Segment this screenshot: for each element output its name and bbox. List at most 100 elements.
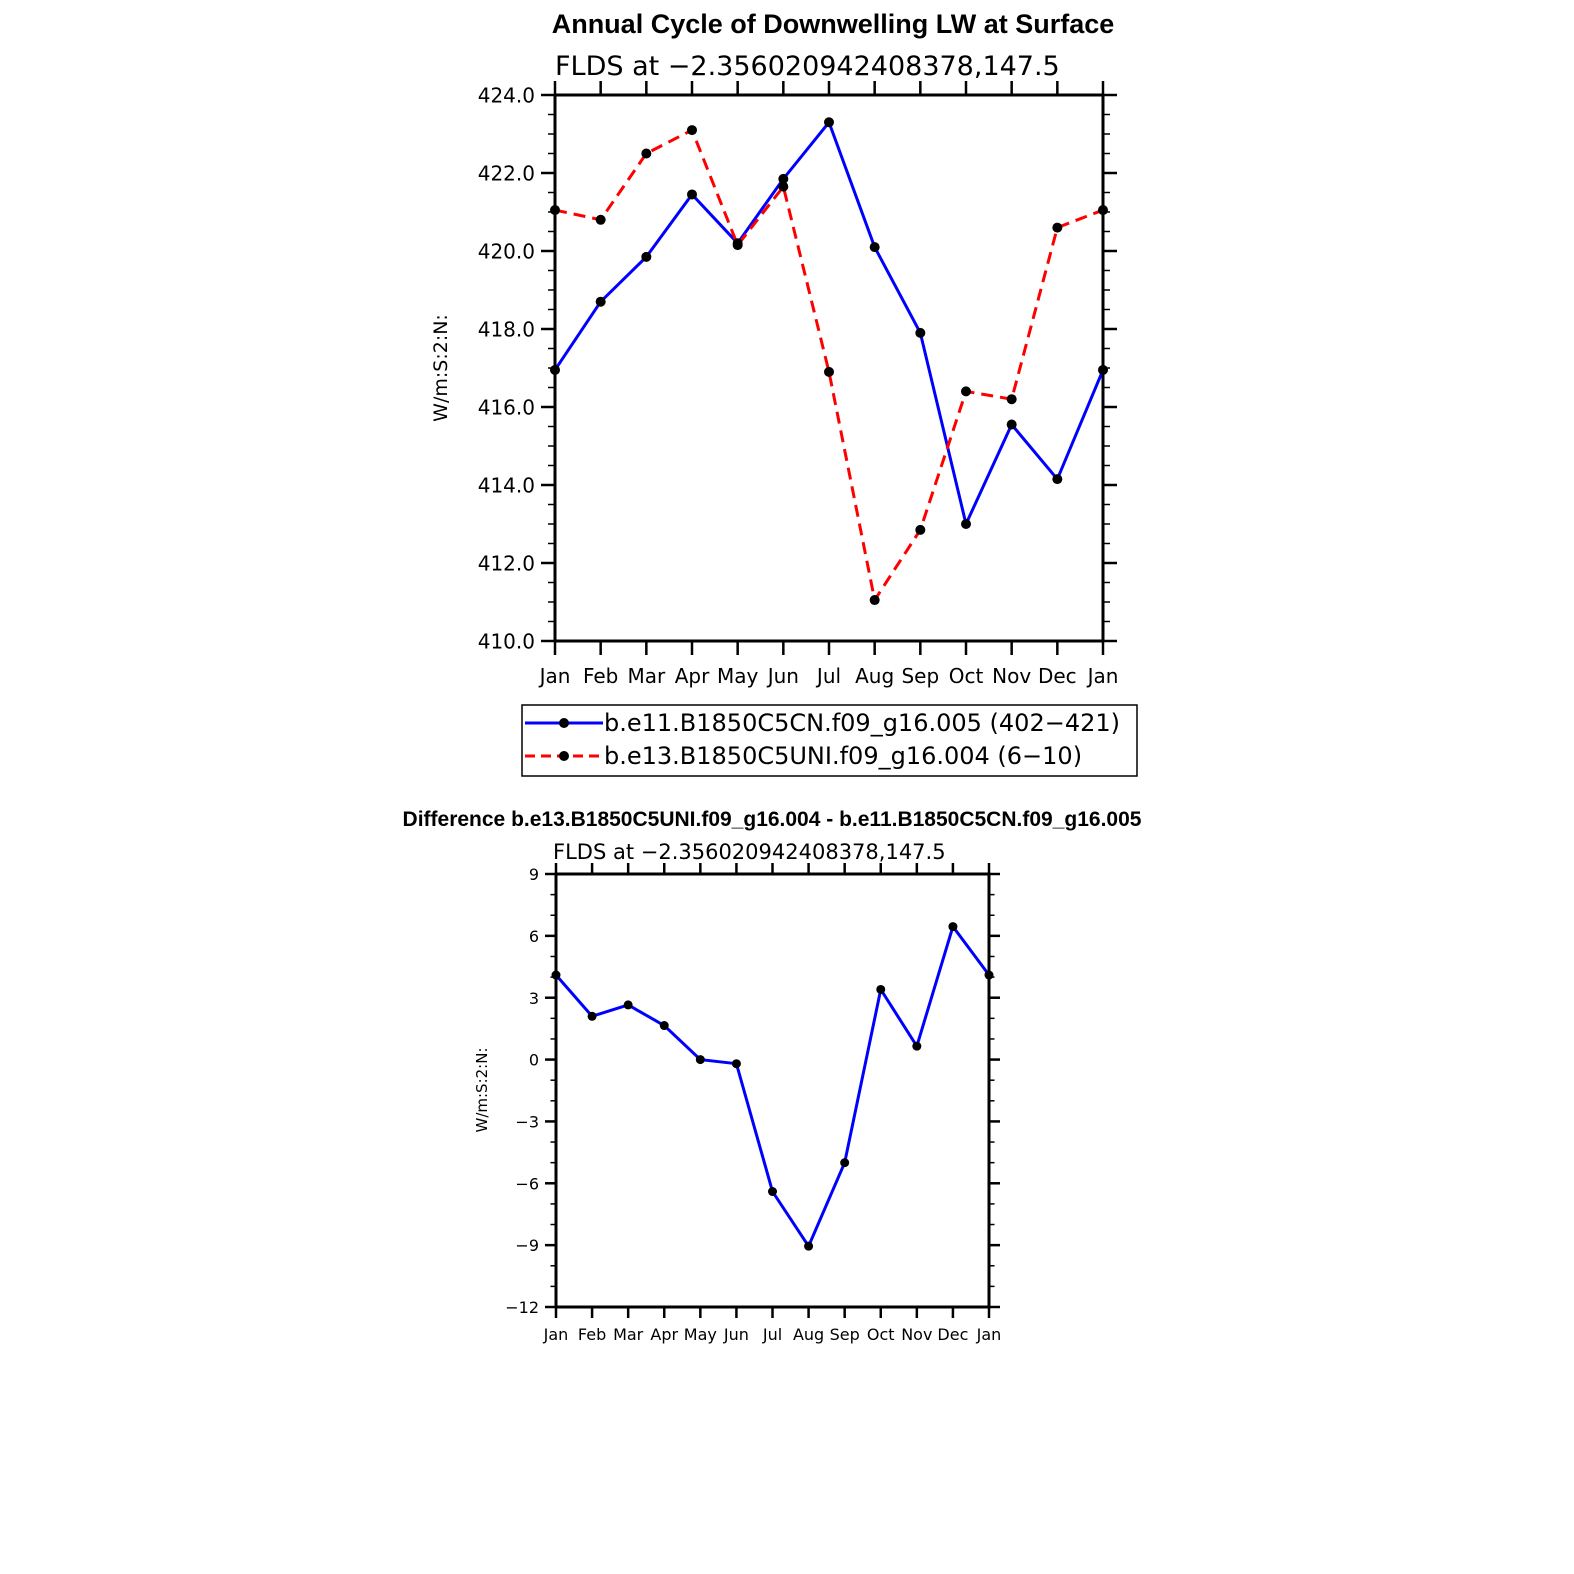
x-tick-label: Jul xyxy=(762,1325,782,1344)
series-1-point xyxy=(768,1187,777,1197)
series-2-point xyxy=(869,595,880,606)
legend-marker-series-1 xyxy=(559,718,569,728)
series-1-point xyxy=(550,364,560,375)
x-tick-label: Oct xyxy=(949,664,984,688)
chart2-series-group xyxy=(551,922,994,1251)
series-1-point xyxy=(984,970,994,980)
x-tick-label: May xyxy=(717,664,759,688)
series-line-1 xyxy=(554,923,991,1250)
series-1-point xyxy=(623,1000,633,1010)
x-tick-label: Nov xyxy=(992,664,1031,688)
series-1-point xyxy=(912,1041,922,1051)
series-2-point xyxy=(1052,222,1063,233)
series-2-point xyxy=(1098,205,1108,216)
chart1-ylabel: W/m:S:2:N: xyxy=(430,314,452,422)
x-tick-label: Aug xyxy=(793,1325,824,1344)
series-1-point xyxy=(840,1158,850,1168)
series-1-point xyxy=(551,970,561,980)
y-tick-label: 424.0 xyxy=(478,84,535,108)
x-tick-label: Apr xyxy=(650,1325,678,1344)
series-2-point xyxy=(550,205,560,216)
series-1-point xyxy=(1052,474,1063,485)
series-1-point xyxy=(915,327,926,338)
series-1-point xyxy=(869,242,880,253)
series-2-point xyxy=(961,386,971,397)
series-2-point xyxy=(778,181,789,192)
series-2-point xyxy=(732,240,743,251)
x-tick-label: Jul xyxy=(815,664,841,688)
annual-cycle-chart: Annual Cycle of Downwelling LW at Surfac… xyxy=(430,9,1138,777)
x-tick-label: Sep xyxy=(901,664,939,688)
series-2-point xyxy=(915,524,926,535)
chart2-subtitle: FLDS at −2.356020942408378,147.5 xyxy=(553,840,946,864)
y-tick-label: −3 xyxy=(515,1113,539,1132)
x-tick-label: May xyxy=(684,1325,717,1344)
x-tick-label: Jan xyxy=(538,664,571,688)
y-tick-label: 3 xyxy=(529,989,539,1008)
series-2-point xyxy=(687,125,697,136)
chart1-legend: b.e11.B1850C5CN.f09_g16.005 (402−421) b.… xyxy=(521,704,1138,777)
series-1-point xyxy=(731,1059,741,1069)
series-line-1 xyxy=(553,119,1105,529)
chart2-ticks: Jan Feb Mar Apr May Jun Jul Aug Sep Oct Nov Dec Jan−… xyxy=(505,863,1001,1344)
y-tick-label: 9 xyxy=(529,865,539,884)
x-tick-label: Mar xyxy=(627,664,666,688)
chart2-title: Difference b.e13.B1850C5UNI.f09_g16.004 … xyxy=(403,808,1142,831)
legend-marker-series-2 xyxy=(559,751,569,761)
x-tick-label: Oct xyxy=(867,1325,895,1344)
y-tick-label: 6 xyxy=(529,927,539,946)
x-tick-label: Jan xyxy=(976,1325,1002,1344)
y-tick-label: 412.0 xyxy=(478,552,535,576)
chart1-series-group xyxy=(550,117,1108,606)
y-tick-label: 414.0 xyxy=(478,474,535,498)
series-2-point xyxy=(1006,394,1017,405)
series-2-point xyxy=(595,214,606,225)
chart1-title: Annual Cycle of Downwelling LW at Surfac… xyxy=(552,9,1115,39)
series-1-point xyxy=(687,189,697,200)
chart2-plot-frame xyxy=(554,872,991,1309)
chart2-ylabel: W/m:S:2:N: xyxy=(473,1048,491,1133)
legend-label-series-1: b.e11.B1850C5CN.f09_g16.005 (402−421) xyxy=(604,709,1120,737)
chart1-ticks: Jan Feb Mar Apr May Jun Jul Aug Sep Oct Nov Dec Jan4… xyxy=(478,81,1119,688)
series-1-point xyxy=(804,1241,814,1251)
series-2-point xyxy=(824,366,834,377)
x-tick-label: Dec xyxy=(1038,664,1077,688)
x-tick-label: Dec xyxy=(937,1325,968,1344)
y-tick-label: 420.0 xyxy=(478,240,535,264)
chart1-subtitle: FLDS at −2.356020942408378,147.5 xyxy=(555,51,1060,82)
x-tick-label: Jan xyxy=(543,1325,569,1344)
series-1-point xyxy=(641,251,652,262)
series-1-point xyxy=(1006,419,1017,430)
y-tick-label: −9 xyxy=(515,1236,539,1255)
x-tick-label: Aug xyxy=(855,664,894,688)
series-line-2 xyxy=(554,128,1104,604)
x-tick-label: Jun xyxy=(766,664,799,688)
y-tick-label: −12 xyxy=(505,1298,539,1317)
y-tick-label: −6 xyxy=(515,1174,539,1193)
difference-chart: Difference b.e13.B1850C5UNI.f09_g16.004 … xyxy=(403,808,1142,1344)
x-tick-label: Nov xyxy=(901,1325,932,1344)
legend-label-series-2: b.e13.B1850C5UNI.f09_g16.004 (6−10) xyxy=(604,742,1082,770)
series-1-point xyxy=(695,1055,705,1065)
legend-frame xyxy=(521,704,1138,777)
x-tick-label: Sep xyxy=(830,1325,860,1344)
x-tick-label: Mar xyxy=(613,1325,644,1344)
series-1-point xyxy=(824,117,834,128)
series-1-point xyxy=(659,1021,669,1031)
series-1-point xyxy=(778,173,789,184)
y-tick-label: 422.0 xyxy=(478,162,535,186)
series-2-point xyxy=(641,148,652,159)
series-1-point xyxy=(587,1011,597,1021)
series-1-point xyxy=(961,519,971,529)
series-1-point xyxy=(595,296,606,307)
x-tick-label: Feb xyxy=(578,1325,606,1344)
y-tick-label: 418.0 xyxy=(478,318,535,342)
series-1-point xyxy=(948,922,958,932)
y-tick-label: 0 xyxy=(529,1051,539,1070)
x-tick-label: Jun xyxy=(723,1325,749,1344)
y-tick-label: 416.0 xyxy=(478,396,535,420)
series-1-point xyxy=(1098,364,1108,375)
series-1-point xyxy=(876,984,886,994)
x-tick-label: Jan xyxy=(1086,664,1119,688)
